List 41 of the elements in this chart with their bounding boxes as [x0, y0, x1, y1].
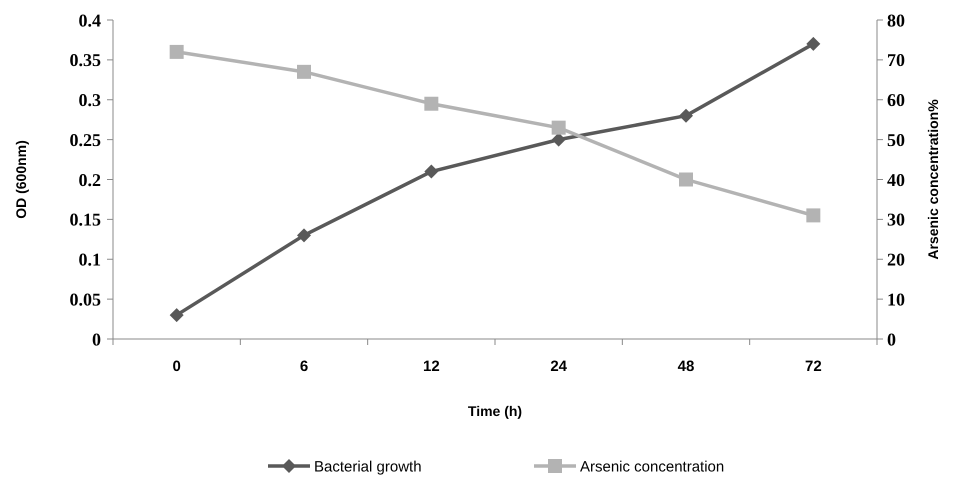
- point: [552, 120, 566, 135]
- legend-label: Bacterial growth: [314, 458, 422, 476]
- y-tick-label: 0.25: [70, 130, 101, 150]
- y2-tick-label: 40: [887, 170, 905, 190]
- point: [424, 164, 438, 179]
- point: [170, 44, 184, 59]
- y-tick-label: 0.35: [70, 50, 101, 70]
- x-tick-label: 72: [804, 358, 822, 375]
- y2-tick-label: 50: [887, 130, 905, 150]
- x-tick-label: 6: [300, 358, 308, 375]
- y2-axis-title: Arsenic concentration%: [925, 98, 941, 260]
- point: [297, 228, 311, 242]
- y2-tick-label: 10: [887, 289, 905, 310]
- y-tick-label: 0: [92, 329, 101, 350]
- y2-tick-label: 20: [887, 250, 905, 270]
- x-tick-label: 0: [172, 358, 181, 375]
- point: [297, 64, 311, 79]
- y2-tick-label: 30: [887, 210, 905, 230]
- y-tick-label: 0.1: [78, 250, 101, 270]
- point: [679, 172, 693, 186]
- point: [552, 132, 566, 147]
- y2-tick-label: 0: [887, 329, 896, 350]
- point: [806, 36, 820, 51]
- x-tick-label: 12: [422, 358, 440, 375]
- x-tick-label: 24: [550, 358, 568, 375]
- y-axis-title: OD (600nm): [13, 140, 29, 219]
- y-tick-label: 0.2: [78, 170, 101, 190]
- y-tick-label: 0.3: [78, 90, 101, 110]
- x-tick-label: 48: [678, 358, 694, 375]
- y-tick-label: 0.4: [78, 10, 101, 30]
- y-tick-label: 0.05: [70, 289, 101, 310]
- point: [170, 308, 184, 322]
- y2-tick-label: 80: [887, 10, 905, 30]
- x-axis-title: Time (h): [468, 403, 522, 419]
- point: [424, 96, 438, 111]
- y2-tick-label: 70: [887, 50, 905, 70]
- y2-tick-label: 60: [887, 90, 905, 110]
- legend-label: Arsenic concentration: [580, 458, 724, 476]
- point: [806, 208, 820, 222]
- point: [679, 108, 693, 123]
- y-tick-label: 0.15: [70, 210, 101, 230]
